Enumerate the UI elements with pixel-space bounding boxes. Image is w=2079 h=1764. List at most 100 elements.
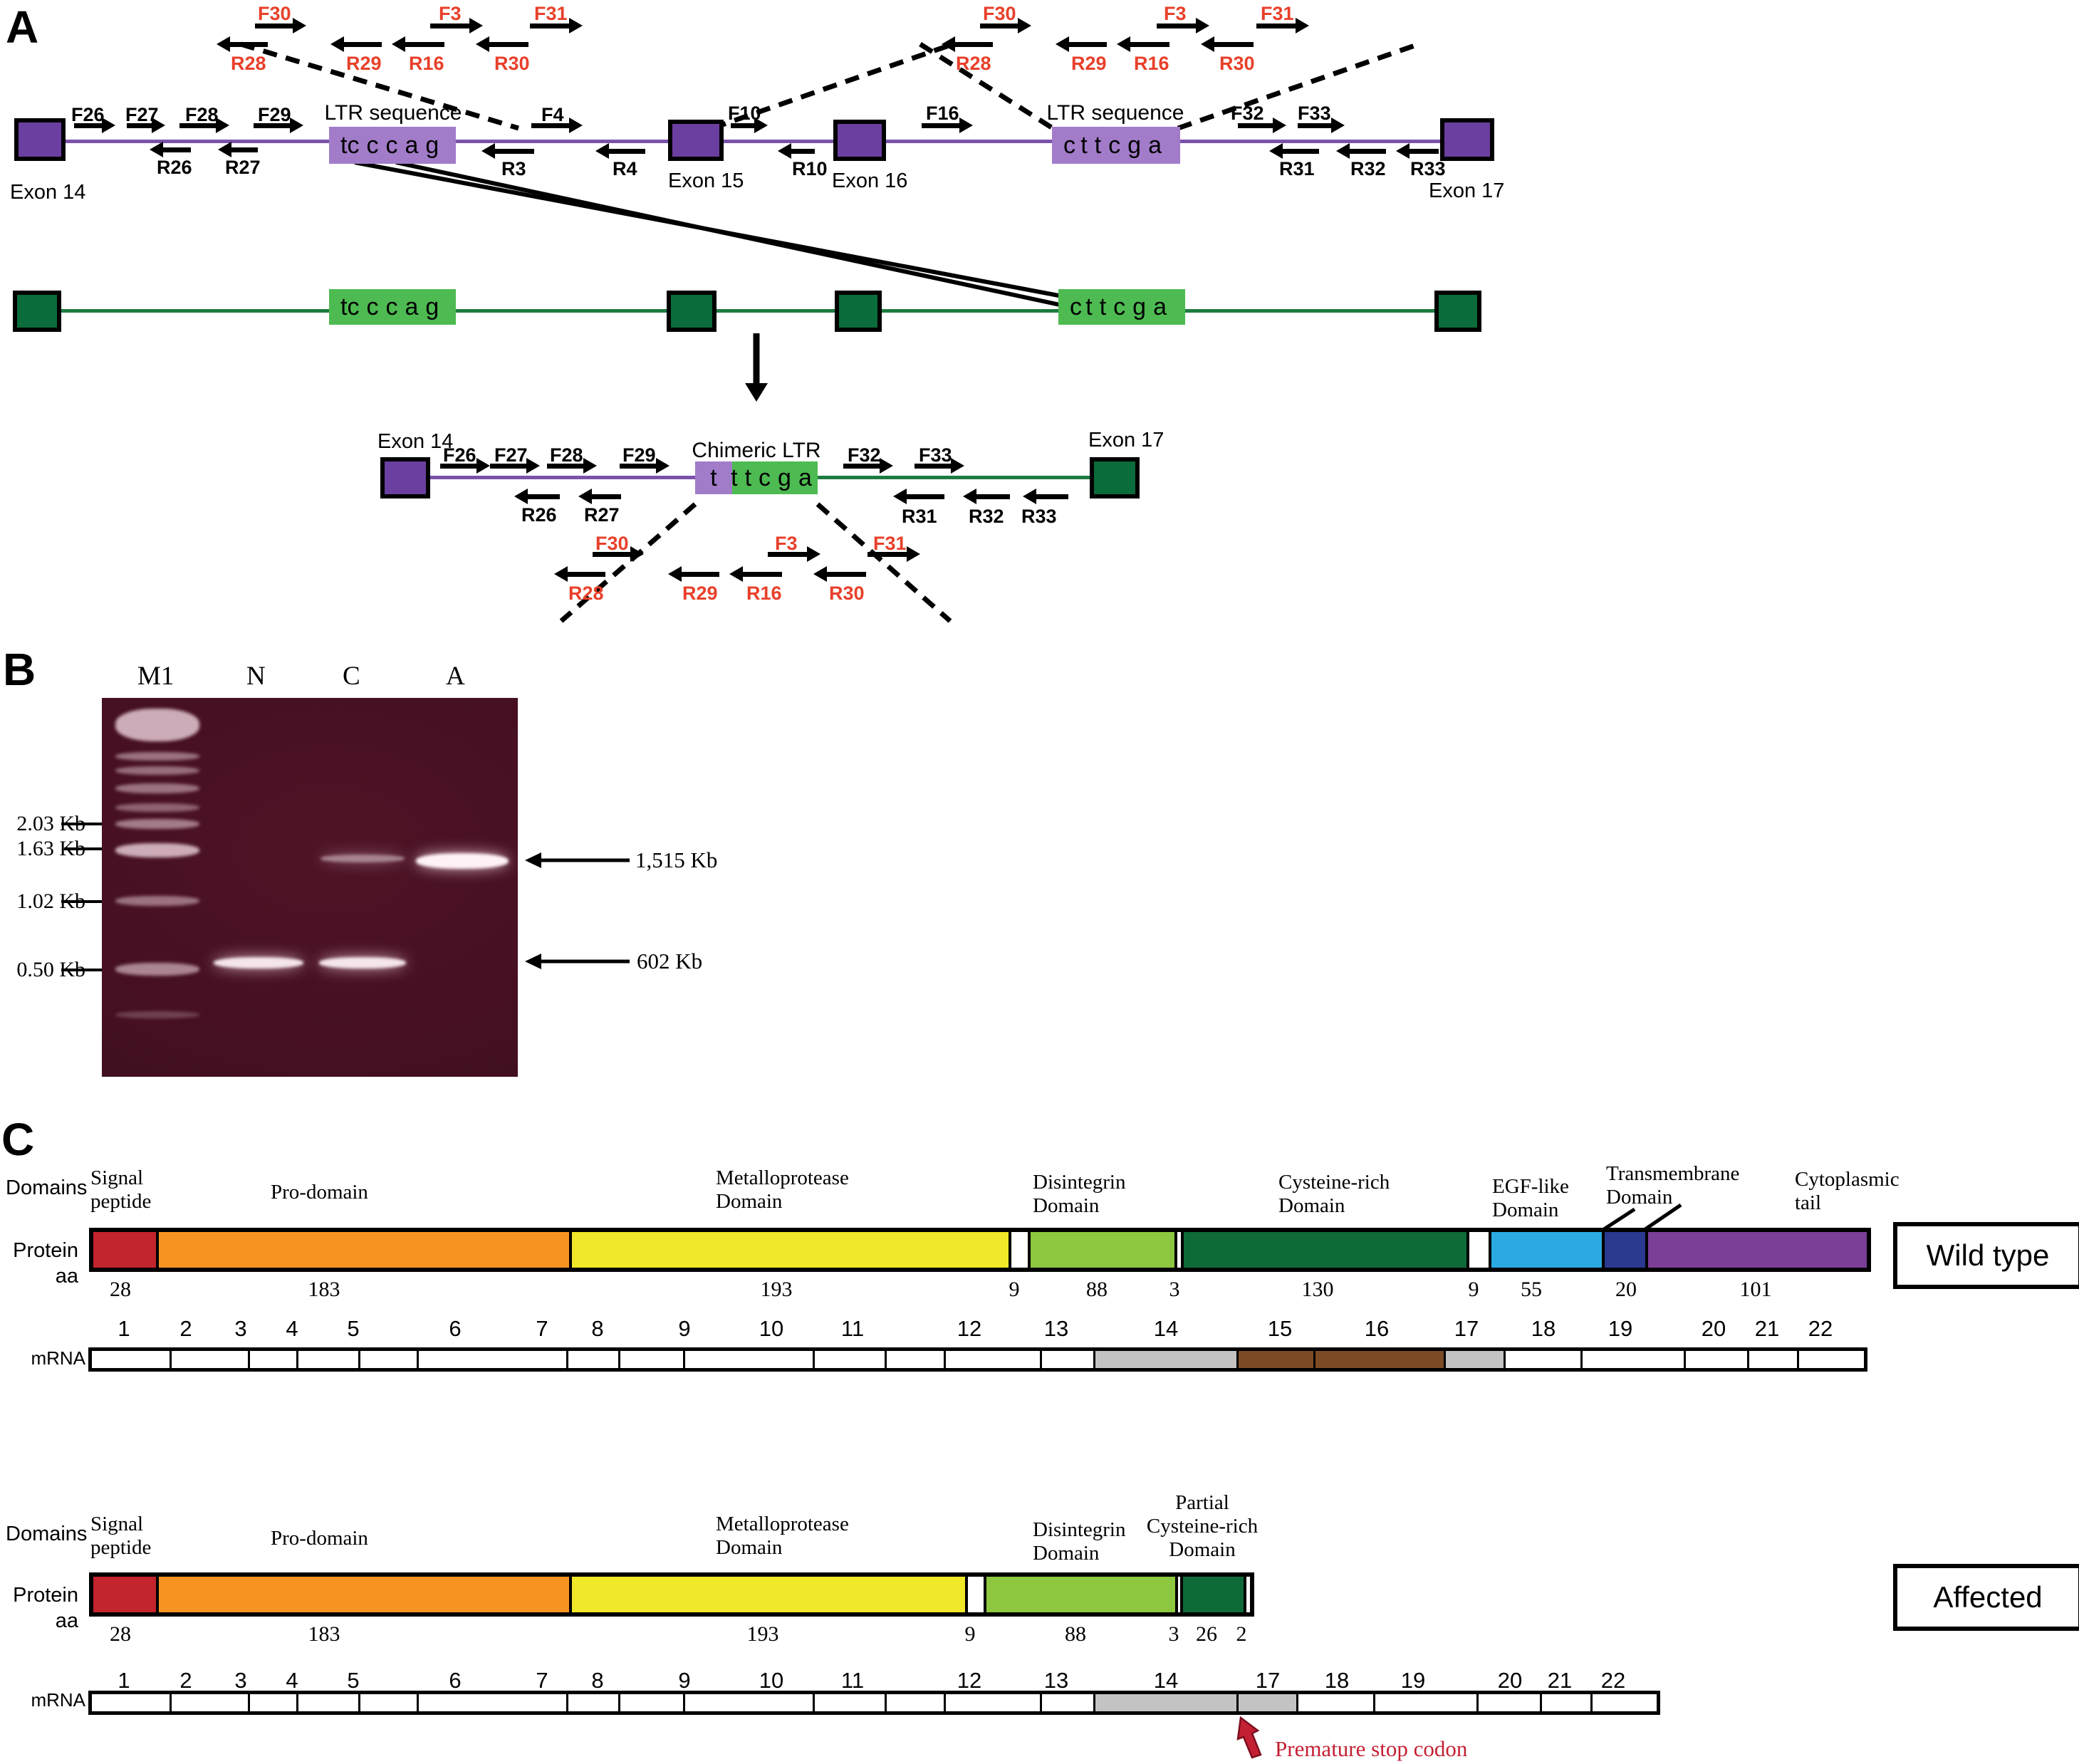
primer-label-F30-17: F30 (258, 3, 291, 24)
wild-aa-num-3: 9 (1009, 1278, 1020, 1301)
wild-mrna-exon-number-20: 20 (1701, 1316, 1726, 1341)
exon17 (1440, 118, 1494, 161)
affected-protein-bar (89, 1572, 1254, 1617)
wild-aa-num-5: 3 (1169, 1278, 1180, 1301)
affected-domain-label-3: Disintegrin Domain (1033, 1518, 1126, 1565)
wild-mrna-exon-segment-13 (1093, 1351, 1236, 1368)
wild-aa-num-2: 193 (760, 1278, 793, 1301)
ladder-band-6 (115, 843, 199, 857)
primer-arrow-R16-22 (392, 36, 444, 52)
wild-domain-segment-9 (1602, 1232, 1645, 1268)
primer-label-F28-33: F28 (550, 444, 583, 466)
primer-arrow-F26-31 (440, 458, 490, 474)
wild-domain-label-6: Transmembrane Domain (1606, 1162, 1740, 1209)
gel-lane-label-M1: M1 (137, 662, 174, 691)
primer-label-R30-30: R30 (1219, 53, 1255, 74)
affected-mrna-exon-number-4: 4 (286, 1668, 298, 1693)
chimeric-exon17 (1090, 457, 1140, 499)
affected-domain-segment-2 (569, 1577, 965, 1612)
affected-stop-codon-label: Premature stop codon (1275, 1736, 1468, 1761)
wild-mrna-exon-number-13: 13 (1043, 1316, 1069, 1341)
green-ltr1: t cccag (329, 289, 456, 325)
affected-domain-segment-3 (965, 1577, 984, 1612)
wild-mrna-exon-segment-21 (1797, 1351, 1864, 1368)
wild-aa-num-6: 130 (1301, 1278, 1334, 1301)
wild-mrna-exon-number-12: 12 (957, 1316, 982, 1341)
wild-domain-segment-2 (569, 1232, 1009, 1268)
wild-mrna-exon-number-18: 18 (1531, 1316, 1556, 1341)
ladder-band-4 (115, 803, 199, 812)
wild-aa-num-4: 88 (1086, 1278, 1108, 1301)
affected-protein-header: Protein (13, 1584, 78, 1607)
primer-arrow-R30-23 (476, 36, 528, 52)
ladder-band-8 (115, 963, 199, 976)
primer-arrow-R28-27 (942, 36, 993, 52)
ltr2-seq-left: c (1063, 131, 1075, 159)
wild-mrna-exon-number-8: 8 (591, 1316, 604, 1341)
wild-mrna-exon-segment-11 (944, 1351, 1040, 1368)
exon15-label: Exon 15 (668, 169, 744, 192)
primer-arrow-R26-4 (150, 142, 191, 157)
affected-mrna-exon-segment-2 (248, 1694, 296, 1711)
panel-b-label: B (3, 644, 36, 695)
primer-arrow-F4-6 (531, 118, 583, 133)
wild-mrna-exon-number-11: 11 (840, 1316, 865, 1341)
ladder-band-7 (115, 896, 199, 906)
primer-arrow-R33-16 (1396, 143, 1439, 159)
band-A-1515 (416, 853, 509, 869)
band-C-1515 (321, 855, 405, 862)
size-marker-1-02-Kb: 1.02 Kb (16, 889, 85, 913)
primer-arrow-R32-15 (1336, 143, 1386, 159)
primer-label-F26-0: F26 (71, 104, 105, 125)
primer-arrow-F3-18 (430, 18, 483, 33)
primer-arrow-R28-45 (554, 566, 605, 582)
band-C-602 (319, 957, 406, 969)
wild-mrna-exon-number-3: 3 (234, 1316, 247, 1341)
affected-mrna-exon-number-7: 7 (536, 1668, 548, 1693)
affected-mrna-exon-number-17: 17 (1255, 1668, 1281, 1693)
wild-aa-num-9: 20 (1615, 1278, 1637, 1301)
primer-arrow-R3-7 (481, 143, 534, 159)
ladder-band-3 (115, 783, 199, 793)
wild-mrna-exon-number-2: 2 (179, 1316, 192, 1341)
wild-domain-segment-3 (1009, 1232, 1028, 1268)
exon16-label: Exon 16 (832, 169, 908, 192)
affected-domain-segment-6 (1180, 1577, 1244, 1612)
wild-mrna-exon-number-7: 7 (536, 1316, 548, 1341)
wild-domain-label-1: Pro-domain (271, 1181, 368, 1204)
wild-domain-segment-8 (1489, 1232, 1602, 1268)
primer-label-R32-15: R32 (1350, 158, 1386, 179)
affected-aa-header: aa (55, 1609, 78, 1632)
wild-domain-label-5: EGF-like Domain (1492, 1175, 1569, 1221)
primer-arrow-F30-24 (980, 18, 1031, 33)
primer-arrow-F31-44 (867, 546, 920, 562)
wild-mrna-exon-number-1: 1 (118, 1316, 130, 1341)
wild-mrna-exon-number-14: 14 (1153, 1316, 1179, 1341)
affected-mrna-exon-number-10: 10 (759, 1668, 784, 1693)
green-ltr2-seq-right: ttcga (1085, 293, 1174, 320)
primer-arrow-R16-29 (1117, 36, 1169, 52)
affected-mrna-exon-number-18: 18 (1324, 1668, 1350, 1693)
wild-mrna-exon-segment-12 (1040, 1351, 1093, 1368)
primer-label-F33-13: F33 (1298, 103, 1331, 124)
affected-mrna-exon-segment-12 (1040, 1694, 1093, 1711)
primer-arrow-F10-9 (731, 118, 768, 133)
wild-domain-segment-6 (1181, 1232, 1466, 1268)
gel-lane-label-A: A (446, 662, 465, 691)
affected-domain-segment-4 (984, 1577, 1175, 1612)
primer-label-F28-2: F28 (185, 104, 219, 125)
affected-tag-box: Affected (1893, 1564, 2079, 1631)
primer-label-R30-48: R30 (829, 583, 865, 604)
gel-image (102, 698, 518, 1077)
primer-label-R10-10: R10 (792, 158, 828, 179)
primer-arrow-F32-12 (1238, 118, 1286, 133)
exon16 (833, 120, 886, 161)
primer-arrow-F33-13 (1298, 118, 1345, 133)
ltr1: t cccag (329, 127, 456, 164)
primer-label-F33-38: F33 (919, 444, 952, 466)
affected-mrna-exon-number-11: 11 (840, 1668, 865, 1693)
primer-arrow-F28-2 (179, 118, 229, 133)
primer-arrow-F30-17 (255, 18, 306, 33)
primer-label-R16-29: R16 (1134, 53, 1169, 74)
primer-label-F30-24: F30 (983, 3, 1016, 24)
